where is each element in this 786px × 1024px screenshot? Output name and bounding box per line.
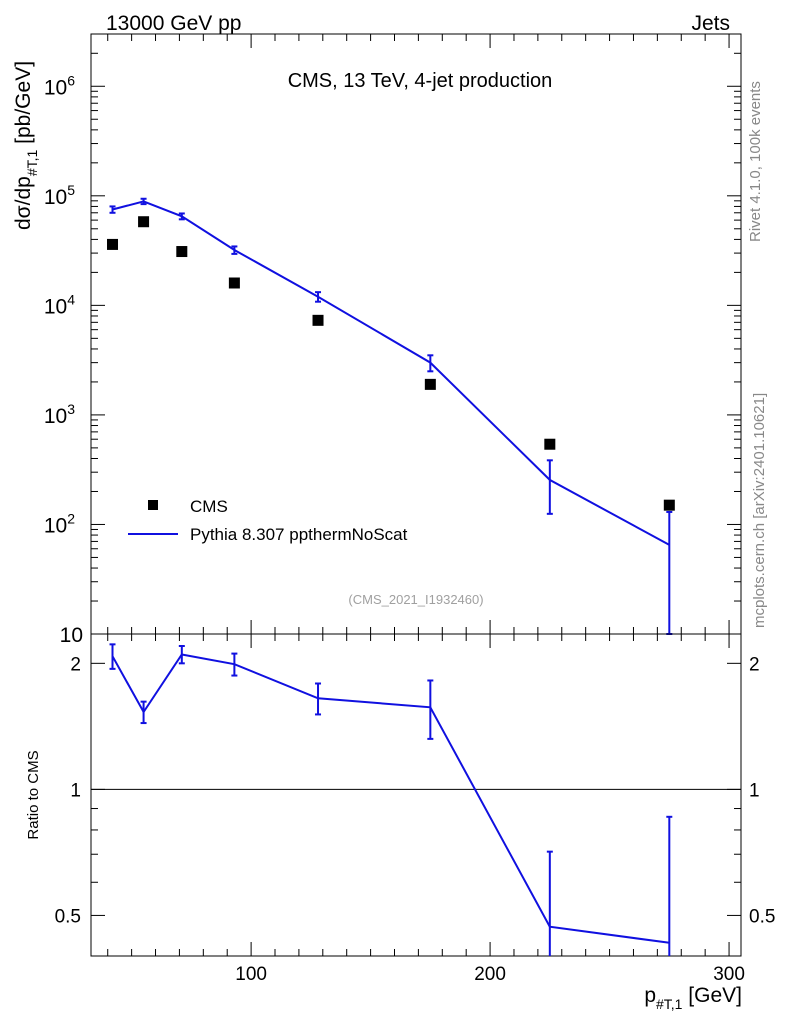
top-y-minor-ticks [91,33,741,635]
x-tick-label: 200 [474,964,506,985]
chart-title: CMS, 13 TeV, 4-jet production [288,70,553,92]
mc-line [112,200,670,546]
cms-point [663,499,675,511]
y-tick-label-right: 2 [749,654,760,675]
x-axis-label: p#T,1 [GeV] [644,984,742,1012]
ratio-series [109,643,673,956]
mc-series [109,197,673,635]
y-tick-label: 106 [44,72,75,99]
y-tick-label: 102 [44,510,75,537]
top-x-ticks [107,34,730,634]
bottom-panel: 0.5 0.5 1 1 2 2 100 200 300 Ratio to CMS p#T,1 … [25,633,775,1012]
x-tick-label: 100 [235,964,267,985]
analysis-tag: (CMS_2021_I1932460) [348,592,483,607]
y-tick-label: 103 [44,401,75,428]
y-tick-label: 105 [44,182,75,209]
y-tick-label: 10 [60,624,83,647]
legend-label-mc: Pythia 8.307 ppthermNoScat [190,525,408,544]
side-rivet: Rivet 4.1.0, 100k events [747,81,764,242]
side-mcplots: mcplots.cern.ch [arXiv:2401.10621] [751,393,768,628]
y-tick-label: 104 [44,291,75,318]
bottom-y-axis: 0.5 0.5 1 1 2 2 [55,654,775,957]
y-tick-label: 0.5 [55,906,81,927]
bottom-y-label: Ratio to CMS [25,750,42,839]
cms-point [424,378,436,390]
cms-point [228,277,240,289]
top-y-axis: 10 102 103 104 105 106 [44,72,83,647]
ratio-line [111,653,670,944]
bottom-x-axis: 100 200 300 [107,634,745,985]
legend-label-cms: CMS [190,497,228,516]
y-tick-label-right: 0.5 [749,906,775,927]
data-series [107,216,675,511]
legend-marker-cms [148,500,158,510]
cms-point [544,438,556,450]
header-left: 13000 GeV pp [106,12,241,35]
cms-point [107,238,119,250]
header-right: Jets [691,12,730,35]
cms-point [312,314,324,326]
legend: CMS Pythia 8.307 ppthermNoScat [128,497,408,544]
y-tick-label: 1 [70,780,81,801]
top-frame [90,33,742,635]
x-tick-label: 300 [713,964,745,985]
top-panel: 10 102 103 104 105 106 CMS, 13 TeV, 4-jet pro… [12,33,742,647]
y-tick-label: 2 [70,654,81,675]
bottom-frame [90,633,742,957]
cms-point [176,246,188,258]
top-y-label: dσ/dp#T,1 [pb/GeV] [12,61,40,230]
cms-point [138,216,150,228]
y-tick-label-right: 1 [749,780,760,801]
